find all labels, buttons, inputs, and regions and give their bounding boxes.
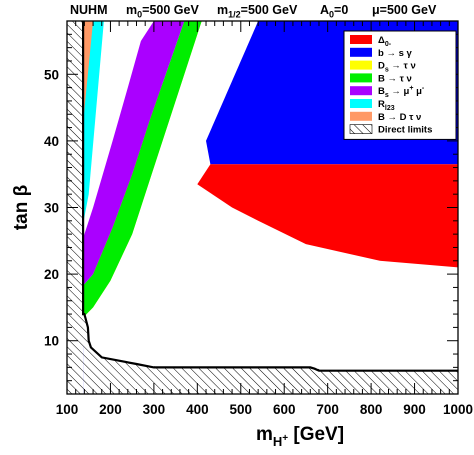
x-tick-label: 500 bbox=[230, 402, 253, 417]
header-model: NUHM bbox=[70, 3, 108, 17]
region-delta0-2 bbox=[197, 164, 458, 268]
x-tick-label: 800 bbox=[360, 402, 383, 417]
x-tick-label: 100 bbox=[56, 402, 79, 417]
direct-limit-boundary bbox=[81, 21, 458, 372]
x-tick-label: 900 bbox=[403, 402, 426, 417]
region-bsmumu-5 bbox=[67, 21, 185, 301]
x-tick-label: 600 bbox=[273, 402, 296, 417]
y-tick-label: 40 bbox=[44, 134, 59, 149]
legend-swatch-bsgamma bbox=[350, 47, 372, 57]
legend-swatch-dstaunu bbox=[350, 60, 372, 70]
x-tick-label: 400 bbox=[186, 402, 209, 417]
legend-swatch-bdtaunu bbox=[350, 111, 372, 121]
legend-label-btaunu: B → τ ν bbox=[378, 73, 412, 84]
legend-label-bsgamma: b → s γ bbox=[378, 48, 413, 59]
legend-label-bdtaunu: B → D τ ν bbox=[378, 112, 421, 123]
y-tick-label: 30 bbox=[44, 201, 59, 216]
x-tick-label: 1000 bbox=[443, 402, 473, 417]
y-tick-label: 20 bbox=[44, 267, 59, 282]
legend-label-direct: Direct limits bbox=[378, 125, 432, 136]
region-direct-10 bbox=[83, 314, 458, 394]
legend-swatch-rl23 bbox=[350, 99, 372, 108]
x-tick-label: 200 bbox=[99, 402, 122, 417]
y-tick-label: 10 bbox=[44, 334, 59, 349]
legend-swatch-bsmumu bbox=[350, 86, 372, 96]
x-tick-label: 700 bbox=[316, 402, 339, 417]
header-a0: A0=0 bbox=[320, 3, 349, 20]
header-m0: m0=500 GeV bbox=[126, 3, 199, 20]
x-axis-title: mH+ [GeV] bbox=[256, 424, 344, 449]
y-axis-title: tan β bbox=[11, 185, 32, 230]
header-mhalf: m1/2=500 GeV bbox=[217, 3, 298, 20]
x-tick-label: 300 bbox=[143, 402, 166, 417]
header-mu: μ=500 GeV bbox=[372, 3, 437, 17]
legend-swatch-btaunu bbox=[350, 73, 372, 83]
legend-swatch-delta0 bbox=[350, 35, 372, 44]
y-tick-label: 50 bbox=[44, 67, 59, 82]
legend-swatch-direct bbox=[349, 124, 373, 134]
region-btaunu-4 bbox=[67, 21, 202, 325]
legend-label-bsmumu: Bs → μ+ μ- bbox=[378, 85, 425, 99]
